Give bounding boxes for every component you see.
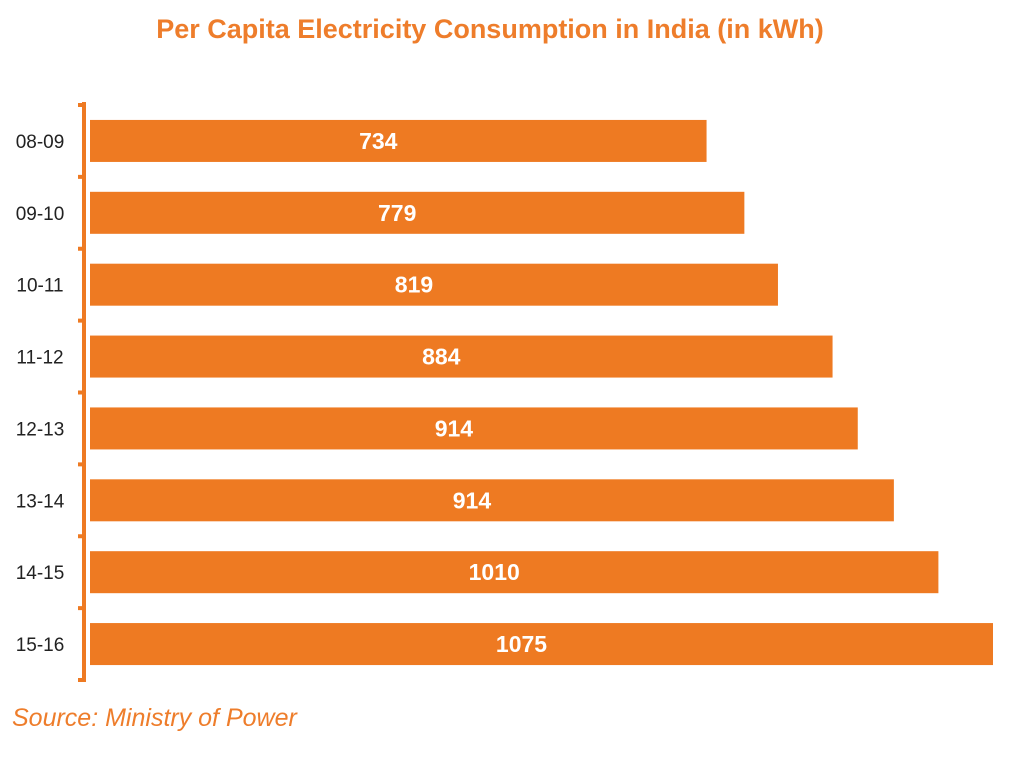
data-label: 819: [395, 272, 433, 298]
bar: [90, 263, 778, 306]
bar: [90, 335, 833, 378]
category-label: 10-11: [16, 276, 63, 297]
chart-title: Per Capita Electricity Consumption in In…: [156, 14, 824, 44]
bar: [90, 623, 993, 666]
data-label: 1075: [496, 631, 547, 657]
category-label: 11-12: [16, 348, 63, 369]
data-label: 884: [422, 344, 461, 370]
data-label: 914: [453, 487, 492, 513]
bar: [90, 551, 939, 594]
bar: [90, 191, 745, 234]
data-label: 1010: [469, 559, 520, 585]
source-note: Source: Ministry of Power: [12, 704, 297, 732]
data-label: 734: [359, 128, 398, 154]
data-label: 914: [435, 415, 474, 441]
category-label: 14-15: [16, 563, 65, 584]
bar: [90, 479, 894, 522]
category-label: 09-10: [16, 204, 65, 225]
category-label: 08-09: [16, 132, 65, 153]
data-label: 779: [378, 200, 416, 226]
bar: [90, 119, 707, 162]
category-label: 15-16: [16, 635, 65, 656]
category-label: 13-14: [16, 491, 65, 512]
bar: [90, 407, 858, 450]
category-label: 12-13: [16, 419, 65, 440]
